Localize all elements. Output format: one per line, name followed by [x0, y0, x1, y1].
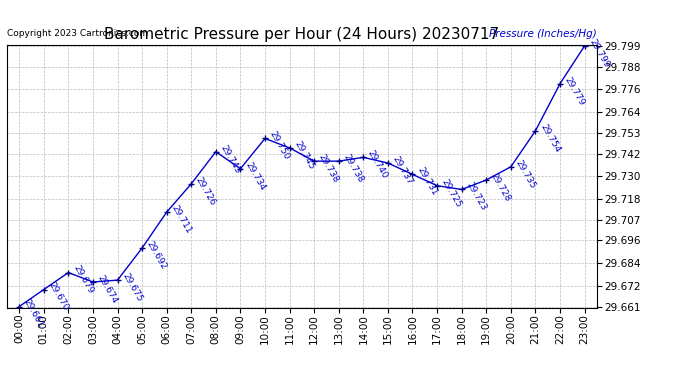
Text: 29.754: 29.754 — [538, 122, 562, 154]
Text: 29.740: 29.740 — [366, 149, 390, 180]
Text: 29.779: 29.779 — [563, 75, 586, 107]
Text: 29.743: 29.743 — [219, 143, 242, 175]
Text: 29.723: 29.723 — [464, 181, 488, 213]
Text: 29.737: 29.737 — [391, 154, 414, 186]
Text: 29.679: 29.679 — [71, 264, 95, 296]
Text: 29.661: 29.661 — [22, 298, 46, 330]
Text: 29.731: 29.731 — [415, 166, 439, 198]
Text: 29.738: 29.738 — [342, 153, 365, 184]
Text: 29.728: 29.728 — [489, 171, 513, 203]
Text: 29.725: 29.725 — [440, 177, 463, 209]
Text: 29.711: 29.711 — [170, 204, 193, 235]
Text: 29.675: 29.675 — [120, 272, 144, 303]
Text: 29.750: 29.750 — [268, 130, 291, 162]
Text: 29.734: 29.734 — [243, 160, 266, 192]
Text: 29.674: 29.674 — [96, 273, 119, 305]
Text: 29.735: 29.735 — [513, 158, 537, 190]
Text: 29.692: 29.692 — [145, 239, 168, 271]
Text: 29.745: 29.745 — [293, 139, 316, 171]
Text: Pressure (Inches/Hg): Pressure (Inches/Hg) — [489, 29, 597, 39]
Text: 29.670: 29.670 — [46, 281, 70, 313]
Text: 29.738: 29.738 — [317, 153, 340, 184]
Text: Copyright 2023 Cartronics.com: Copyright 2023 Cartronics.com — [7, 29, 148, 38]
Title: Barometric Pressure per Hour (24 Hours) 20230717: Barometric Pressure per Hour (24 Hours) … — [104, 27, 500, 42]
Text: 29.726: 29.726 — [194, 175, 217, 207]
Text: 29.799: 29.799 — [587, 37, 611, 69]
